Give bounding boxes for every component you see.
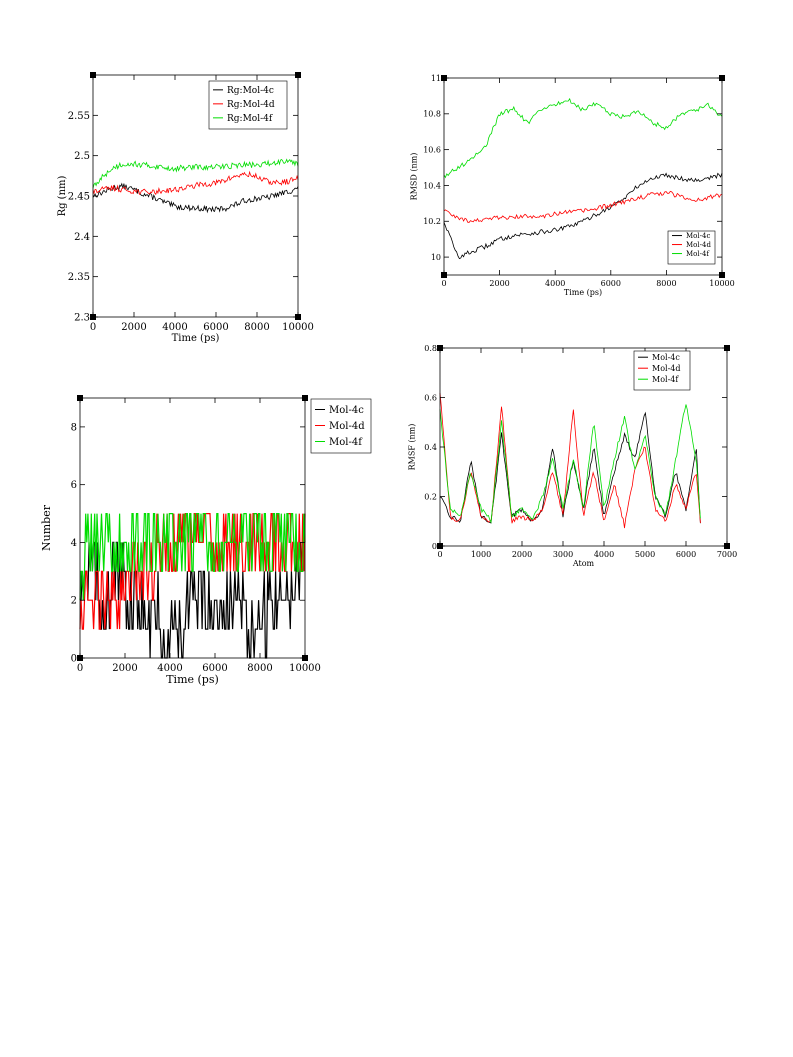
x-tick-label: 8000 [244,322,269,333]
x-axis-label: Time (ps) [172,333,220,344]
y-tick-label: 0.8 [424,344,437,353]
y-axis-label: RMSF (nm) [407,424,416,471]
x-tick-label: 10000 [282,322,314,333]
legend-label: Mol-4c [652,353,680,362]
x-tick-label: 2000 [512,550,532,559]
x-tick-label: 1000 [471,550,491,559]
rmsd-chart: 0 2000 4000 6000 8000 10000 10 10.2 10.4 10.6 10.8… [409,74,734,297]
y-tick-label: 0 [432,542,437,551]
x-tick-label: 8000 [247,663,272,674]
y-tick-label: 11 [431,74,441,83]
y-tick-label: 2.45 [68,192,90,203]
legend-label: Mol-4c [686,232,710,240]
x-tick-label: 6000 [202,663,227,674]
y-tick-label: 4 [71,538,77,549]
y-tick-label: 0.4 [424,443,437,452]
legend: Rg:Mol-4c Rg:Mol-4d Rg:Mol-4f [208,80,288,130]
legend: Mol-4c Mol-4d Mol-4f [633,350,691,391]
series-line-mol-4c [80,541,305,659]
rmsd-plot: 0 2000 4000 6000 8000 10000 10 10.2 10.4 10.6 10.8… [409,70,742,297]
x-axis-label: Atom [572,559,595,568]
x-tick-label: 5000 [635,550,655,559]
x-tick-label: 3000 [553,550,573,559]
series-line-mol-4f [79,513,306,601]
x-tick-label: 6000 [203,322,228,333]
x-tick-label: 10000 [289,663,321,674]
series-line-mol-4f [439,404,701,524]
series-group [79,513,306,659]
series-line-mol-4d [439,392,701,529]
legend-label: Mol-4d [686,241,711,249]
x-tick-label: 4000 [545,279,565,288]
series-line-mol-4f [443,97,723,179]
series-group [92,158,299,214]
x-tick-label: 10000 [709,279,734,288]
y-axis-label: Rg (nm) [57,175,68,216]
legend-label: Rg:Mol-4f [227,114,273,124]
hbond-number-chart: 0 2000 4000 6000 8000 10000 0 2 4 6 8 Time (ps) Numb… [40,395,372,686]
series-group [443,97,723,260]
x-tick-label: 4000 [594,550,614,559]
y-tick-label: 2 [71,596,77,607]
y-tick-label: 8 [71,422,77,433]
y-tick-label: 2.55 [68,111,90,122]
rmsf-plot: 0 1000 2000 3000 4000 5000 6000 7000 0 0.2 0.4 0.6 0… [407,340,742,570]
x-tick-label: 6000 [601,279,621,288]
x-tick-label: 8000 [656,279,676,288]
x-tick-label: 6000 [676,550,696,559]
y-axis-label: Number [40,504,53,551]
y-tick-label: 0.2 [424,492,437,501]
legend-label: Mol-4d [652,364,680,373]
x-tick-label: 7000 [717,550,737,559]
y-tick-label: 0.6 [424,393,437,402]
series-line-mol-4d [443,190,723,223]
y-tick-label: 10.6 [423,145,441,154]
y-tick-label: 10 [431,253,441,262]
y-tick-label: 2.35 [68,272,90,283]
legend-label: Mol-4f [686,250,710,258]
rg-chart: 0 2000 4000 6000 8000 10000 2.3 2.35 2.4 2.45 2.5 2… [57,72,314,344]
legend-label: Mol-4f [652,375,679,384]
x-tick-label: 2000 [112,663,137,674]
x-tick-label: 4000 [162,322,187,333]
legend-label: Rg:Mol-4d [227,100,275,110]
legend-label: Mol-4d [329,421,365,432]
y-tick-label: 2.4 [74,232,90,243]
rmsf-chart: 0 1000 2000 3000 4000 5000 6000 7000 0 0.2 0.4 0.6 0… [407,344,737,568]
y-tick-label: 2.5 [74,151,90,162]
y-tick-label: 10.4 [423,181,441,190]
x-axis-label: Time (ps) [564,288,602,297]
legend-box [667,230,716,265]
legend-label: Rg:Mol-4c [227,86,274,96]
legend-label: Mol-4f [329,437,363,448]
series-line-rg-mol-4d [92,170,299,196]
legend-label: Mol-4c [329,405,364,416]
x-tick-label: 0 [90,322,96,333]
y-tick-label: 10.2 [423,217,441,226]
y-tick-label: 6 [71,480,77,491]
hbond-number-plot: 0 2000 4000 6000 8000 10000 0 2 4 6 8 Time (ps) Numb… [40,390,372,690]
x-tick-label: 0 [437,550,442,559]
x-tick-label: 4000 [157,663,182,674]
plot-frame [79,397,306,659]
series-line-rg-mol-4c [92,182,299,214]
y-axis-label: RMSD (nm) [409,153,418,201]
y-tick-label: 0 [71,654,77,665]
series-line-rg-mol-4f [92,158,299,189]
rg-plot: 0 2000 4000 6000 8000 10000 2.3 2.35 2.4 2.45 2.5 2… [57,70,328,345]
legend: Mol-4c Mol-4d Mol-4f [310,398,372,454]
x-tick-label: 2000 [121,322,146,333]
x-tick-label: 2000 [489,279,509,288]
series-group [439,392,701,529]
legend-box [208,80,288,130]
y-tick-label: 10.8 [423,110,441,119]
series-line-mol-4c [443,172,723,260]
x-axis-label: Time (ps) [166,673,219,686]
plot-frame [443,77,723,276]
y-tick-label: 2.3 [74,313,90,324]
x-tick-label: 0 [441,279,446,288]
x-tick-label: 0 [77,663,83,674]
